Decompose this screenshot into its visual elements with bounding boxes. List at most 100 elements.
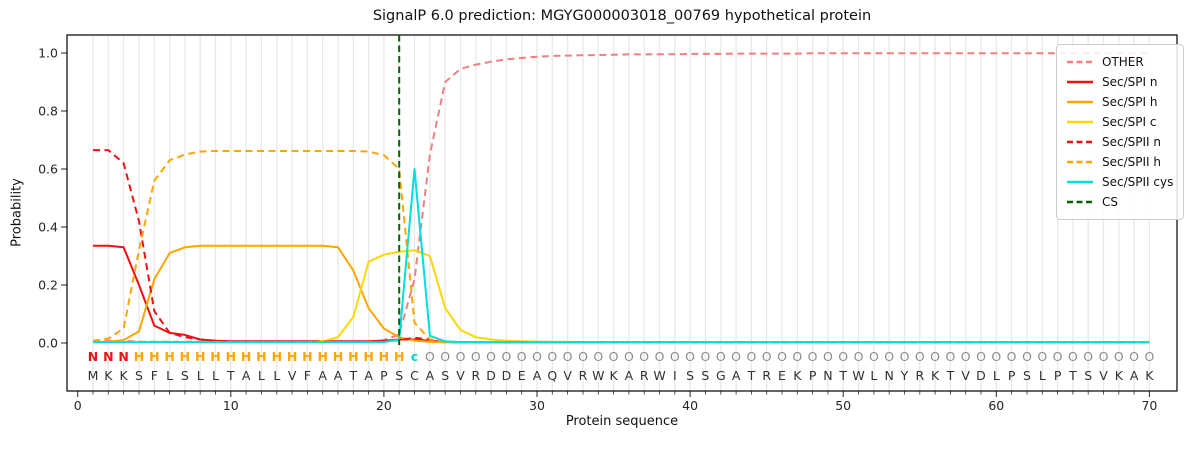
annotation-letter: O (685, 349, 695, 364)
annotation-letter: O (578, 349, 588, 364)
annotation-letter: O (869, 349, 879, 364)
y-tick-label: 0.4 (38, 219, 58, 234)
residue-letter: K (609, 368, 618, 383)
chart-title: SignalP 6.0 prediction: MGYG000003018_00… (372, 8, 872, 24)
residue-letter: S (135, 368, 143, 383)
residue-letter: A (364, 368, 373, 383)
legend-entry: Sec/SPII n (1066, 132, 1174, 152)
residue-letter: S (701, 368, 709, 383)
residue-letter: K (1115, 368, 1124, 383)
residue-letter: L (870, 368, 877, 383)
x-tick-label: 60 (988, 398, 1004, 413)
legend-entry: CS (1066, 192, 1174, 212)
annotation-letter: O (792, 349, 802, 364)
annotation-letter: O (440, 349, 450, 364)
residue-letter: K (1145, 368, 1154, 383)
annotation-letter: O (930, 349, 940, 364)
legend-label: Sec/SPI c (1102, 115, 1157, 129)
legend-entry: Sec/SPII cys (1066, 172, 1174, 192)
legend-label: Sec/SPI h (1102, 95, 1158, 109)
annotation-letter: O (915, 349, 925, 364)
annotation-letter: O (777, 349, 787, 364)
residue-letter: L (258, 368, 265, 383)
y-tick-label: 1.0 (38, 45, 58, 60)
annotation-letter: H (348, 349, 358, 364)
legend-line-sample (1067, 180, 1093, 184)
annotation-letter: O (1129, 349, 1139, 364)
annotation-letter: O (593, 349, 603, 364)
annotation-letter: O (639, 349, 649, 364)
plot-frame (66, 34, 1178, 392)
legend-line-sample (1067, 80, 1093, 84)
residue-letter: D (502, 368, 512, 383)
annotation-letter: N (88, 349, 98, 364)
residue-letter: R (471, 368, 480, 383)
series-line-Sec-SPI-h (93, 244, 1150, 344)
residue-letter: T (348, 368, 357, 383)
y-tick-label: 0.8 (38, 103, 58, 118)
series-line-Sec-SPII-cys (93, 168, 1150, 344)
residue-letter: T (1068, 368, 1077, 383)
residue-letter: D (976, 368, 986, 383)
residue-letter: R (762, 368, 771, 383)
chart-legend: OTHER Sec/SPI n Sec/SPI h Sec/SPI c Sec/SPII… (1056, 44, 1184, 220)
residue-letter: K (119, 368, 128, 383)
residue-letter: K (104, 368, 113, 383)
annotation-letter: O (1037, 349, 1047, 364)
legend-label: Sec/SPI n (1102, 75, 1158, 89)
annotation-letter: H (226, 349, 236, 364)
annotation-letter: O (976, 349, 986, 364)
residue-letter: L (166, 368, 173, 383)
annotation-letter: O (456, 349, 466, 364)
residue-letter: S (686, 368, 694, 383)
x-tick-label: 10 (223, 398, 239, 413)
residue-letter: L (273, 368, 280, 383)
legend-entry: Sec/SPI n (1066, 72, 1174, 92)
annotation-letter: O (854, 349, 864, 364)
annotation-letter: N (103, 349, 113, 364)
residue-letter: T (946, 368, 955, 383)
residue-letter: W (592, 368, 604, 383)
annotation-letter: H (134, 349, 144, 364)
annotation-letter: O (823, 349, 833, 364)
annotation-letter: O (762, 349, 772, 364)
annotation-letter: O (1007, 349, 1017, 364)
residue-letter: V (288, 368, 297, 383)
annotation-letter: H (317, 349, 327, 364)
residue-letter: L (197, 368, 204, 383)
annotation-letter: H (287, 349, 297, 364)
annotation-letter: O (808, 349, 818, 364)
annotation-letter: O (1022, 349, 1032, 364)
residue-letter: S (1084, 368, 1092, 383)
legend-label: OTHER (1102, 55, 1144, 69)
legend-entry: Sec/SPI c (1066, 112, 1174, 132)
residue-letter: E (778, 368, 786, 383)
legend-entry: Sec/SPI h (1066, 92, 1174, 112)
annotation-letter: O (991, 349, 1001, 364)
residue-letter: E (518, 368, 526, 383)
annotation-letter: O (945, 349, 955, 364)
legend-label: Sec/SPII n (1102, 135, 1161, 149)
series-line-Sec-SPI-n (93, 244, 1150, 344)
annotation-letter: O (1053, 349, 1063, 364)
residue-letter: V (961, 368, 970, 383)
x-tick-label: 40 (682, 398, 698, 413)
annotation-letter: H (272, 349, 282, 364)
x-tick-label: 0 (74, 398, 82, 413)
residue-letter: C (410, 368, 419, 383)
residue-letter: P (809, 368, 817, 383)
series-line-OTHER (93, 52, 1150, 343)
annotation-letter: O (838, 349, 848, 364)
residue-letter: K (793, 368, 802, 383)
annotation-letter: O (501, 349, 511, 364)
x-tick-label: 70 (1141, 398, 1157, 413)
residue-letter: S (181, 368, 189, 383)
series-line-Sec-SPI-c (93, 249, 1150, 344)
x-tick-label: 30 (529, 398, 545, 413)
annotation-letter: O (486, 349, 496, 364)
annotation-letter: O (532, 349, 542, 364)
residue-letter: S (441, 368, 449, 383)
annotation-letter: H (241, 349, 251, 364)
